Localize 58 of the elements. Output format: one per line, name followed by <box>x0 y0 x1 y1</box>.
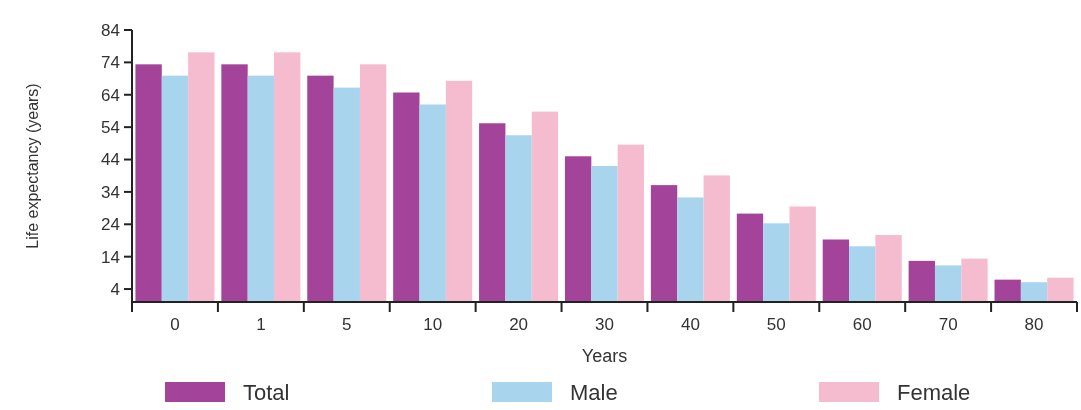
y-tick-label: 74 <box>101 53 120 73</box>
bar <box>564 156 592 302</box>
y-axis-title: Life expectancy (years) <box>24 83 41 249</box>
bar <box>135 64 162 302</box>
bar <box>393 92 420 302</box>
bar <box>849 246 876 302</box>
x-tick-label: 60 <box>852 315 872 334</box>
y-tick-label: 64 <box>101 85 120 105</box>
legend-label: Male <box>570 379 618 405</box>
bar <box>247 75 275 302</box>
y-tick-label: 4 <box>110 280 120 299</box>
y-tick-label: 14 <box>101 247 120 267</box>
x-tick-label: 50 <box>766 315 786 334</box>
legend-label: Female <box>897 379 971 405</box>
y-tick-label: 84 <box>101 20 120 40</box>
bar <box>617 144 645 302</box>
bar <box>333 87 360 302</box>
bar <box>307 75 334 302</box>
y-tick-label: 24 <box>101 215 120 235</box>
x-tick-label: 80 <box>1024 315 1044 334</box>
bar <box>934 265 962 302</box>
bar <box>908 260 935 302</box>
bar <box>531 111 559 302</box>
y-tick-label: 54 <box>101 118 120 138</box>
bar <box>479 123 506 302</box>
y-tick-label: 34 <box>101 182 120 202</box>
x-tick-label: 10 <box>423 315 443 334</box>
bar <box>875 234 902 302</box>
bar <box>961 258 988 302</box>
x-tick-label: 0 <box>170 315 180 334</box>
bar <box>763 223 790 302</box>
bar <box>1047 277 1074 302</box>
bar <box>822 239 850 302</box>
bar <box>505 135 532 302</box>
x-axis-title: Years <box>581 346 628 366</box>
bar <box>221 64 248 302</box>
bar <box>703 175 730 302</box>
bar <box>591 166 618 302</box>
bar <box>445 80 473 302</box>
bar <box>1020 282 1048 302</box>
bar <box>188 52 215 302</box>
x-tick-label: 70 <box>938 315 958 334</box>
x-tick-label: 1 <box>256 315 266 334</box>
y-tick-label: 44 <box>101 150 120 170</box>
bar <box>419 104 446 302</box>
bar <box>161 75 189 302</box>
bar <box>789 206 816 302</box>
x-tick-label: 30 <box>595 315 614 334</box>
x-tick-label: 40 <box>680 315 700 334</box>
bar <box>677 197 704 302</box>
x-tick-label: 20 <box>509 315 529 334</box>
bar <box>994 279 1021 302</box>
bar <box>359 64 387 302</box>
bar <box>274 52 301 302</box>
legend-label: Total <box>243 379 290 405</box>
bar <box>650 185 678 302</box>
bar <box>736 213 764 302</box>
x-tick-label: 5 <box>342 315 352 334</box>
